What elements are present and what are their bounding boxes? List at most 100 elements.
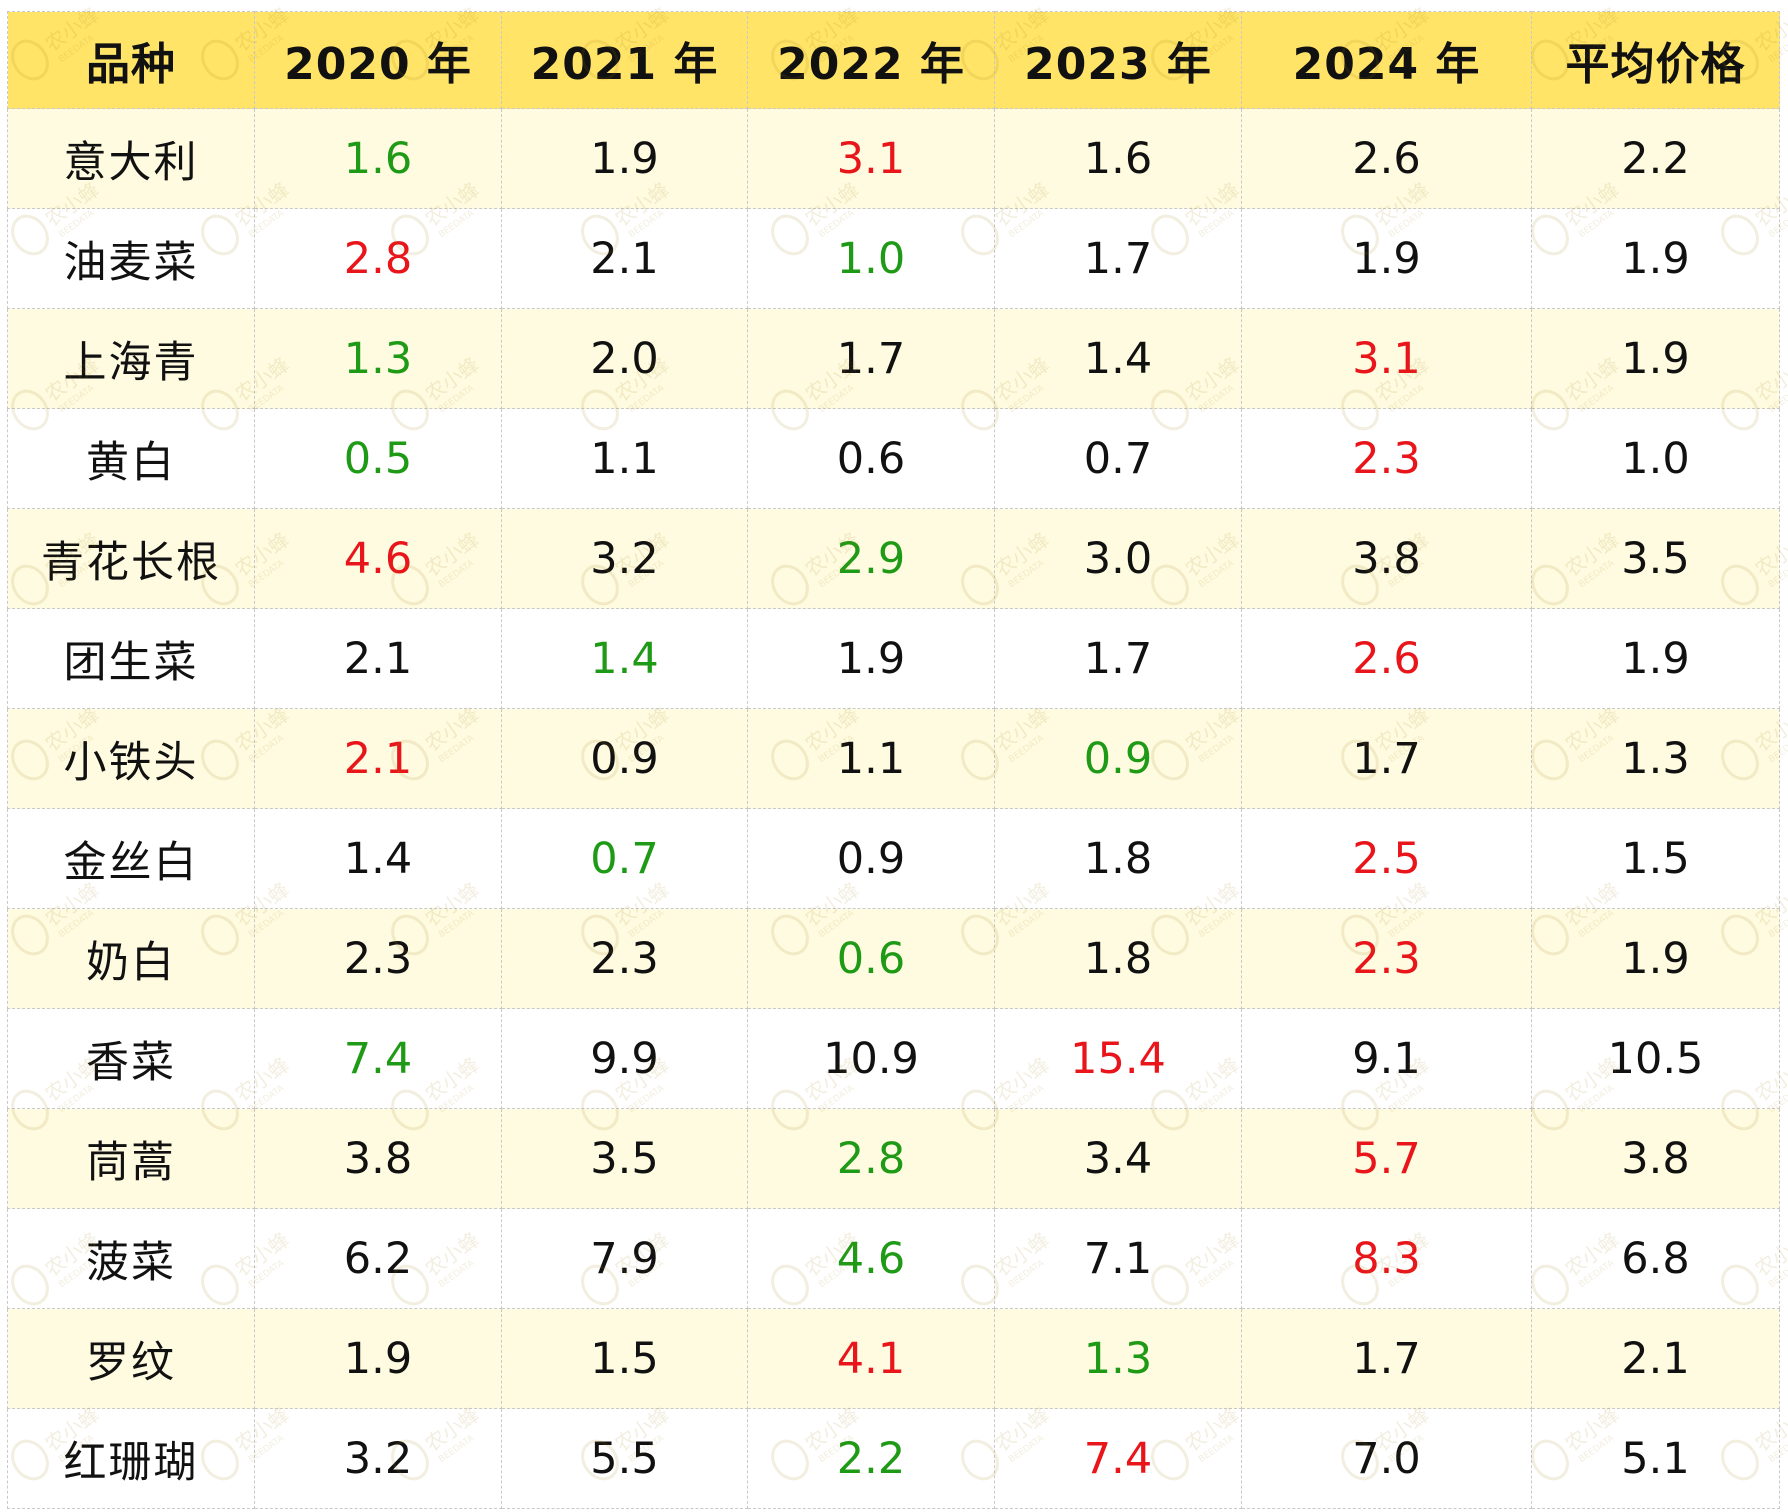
cell-2020[interactable]: 1.4 [254,808,502,909]
cell-2024[interactable]: 2.5 [1241,808,1532,909]
cell-variety[interactable]: 青花长根 [7,508,255,609]
header-2020[interactable]: 2020 年 [254,11,502,109]
cell-average-price[interactable]: 10.5 [1531,1008,1780,1109]
cell-2022[interactable]: 4.1 [747,1308,995,1409]
header-average-price[interactable]: 平均价格 [1531,11,1780,109]
cell-average-price[interactable]: 6.8 [1531,1208,1780,1309]
cell-2024[interactable]: 5.7 [1241,1108,1532,1209]
cell-average-price[interactable]: 2.2 [1531,108,1780,209]
cell-2020[interactable]: 6.2 [254,1208,502,1309]
cell-variety[interactable]: 香菜 [7,1008,255,1109]
cell-2021[interactable]: 5.5 [501,1408,748,1509]
cell-variety[interactable]: 红珊瑚 [7,1408,255,1509]
cell-average-price[interactable]: 5.1 [1531,1408,1780,1509]
cell-2021[interactable]: 9.9 [501,1008,748,1109]
cell-2021[interactable]: 1.1 [501,408,748,509]
cell-variety[interactable]: 油麦菜 [7,208,255,309]
cell-2021[interactable]: 0.7 [501,808,748,909]
cell-2020[interactable]: 1.6 [254,108,502,209]
cell-variety[interactable]: 意大利 [7,108,255,209]
cell-2023[interactable]: 3.0 [994,508,1242,609]
cell-average-price[interactable]: 1.3 [1531,708,1780,809]
cell-2024[interactable]: 1.9 [1241,208,1532,309]
cell-2021[interactable]: 2.1 [501,208,748,309]
cell-2020[interactable]: 2.8 [254,208,502,309]
cell-variety[interactable]: 菠菜 [7,1208,255,1309]
cell-2021[interactable]: 3.2 [501,508,748,609]
cell-2023[interactable]: 0.9 [994,708,1242,809]
cell-2024[interactable]: 3.8 [1241,508,1532,609]
cell-variety[interactable]: 金丝白 [7,808,255,909]
header-2022[interactable]: 2022 年 [747,11,995,109]
cell-2022[interactable]: 2.8 [747,1108,995,1209]
cell-variety[interactable]: 奶白 [7,908,255,1009]
cell-average-price[interactable]: 1.9 [1531,608,1780,709]
cell-2023[interactable]: 7.4 [994,1408,1242,1509]
cell-2023[interactable]: 7.1 [994,1208,1242,1309]
cell-average-price[interactable]: 1.0 [1531,408,1780,509]
cell-2020[interactable]: 2.1 [254,708,502,809]
cell-2020[interactable]: 7.4 [254,1008,502,1109]
cell-2021[interactable]: 0.9 [501,708,748,809]
cell-2021[interactable]: 2.0 [501,308,748,409]
cell-2022[interactable]: 3.1 [747,108,995,209]
cell-2020[interactable]: 1.3 [254,308,502,409]
cell-variety[interactable]: 茼蒿 [7,1108,255,1209]
cell-2022[interactable]: 1.0 [747,208,995,309]
cell-2020[interactable]: 1.9 [254,1308,502,1409]
cell-2024[interactable]: 2.3 [1241,408,1532,509]
cell-2021[interactable]: 1.9 [501,108,748,209]
cell-variety[interactable]: 上海青 [7,308,255,409]
cell-2023[interactable]: 1.8 [994,908,1242,1009]
cell-variety[interactable]: 小铁头 [7,708,255,809]
cell-2020[interactable]: 3.2 [254,1408,502,1509]
cell-2023[interactable]: 15.4 [994,1008,1242,1109]
cell-2024[interactable]: 3.1 [1241,308,1532,409]
cell-2020[interactable]: 3.8 [254,1108,502,1209]
cell-2020[interactable]: 2.1 [254,608,502,709]
cell-2022[interactable]: 0.9 [747,808,995,909]
cell-2024[interactable]: 8.3 [1241,1208,1532,1309]
cell-2023[interactable]: 1.7 [994,608,1242,709]
cell-2023[interactable]: 1.6 [994,108,1242,209]
cell-2022[interactable]: 1.1 [747,708,995,809]
cell-2022[interactable]: 2.9 [747,508,995,609]
cell-variety[interactable]: 罗纹 [7,1308,255,1409]
cell-2024[interactable]: 1.7 [1241,1308,1532,1409]
cell-2021[interactable]: 7.9 [501,1208,748,1309]
cell-2020[interactable]: 2.3 [254,908,502,1009]
header-variety[interactable]: 品种 [7,11,255,109]
cell-2022[interactable]: 0.6 [747,408,995,509]
cell-2022[interactable]: 1.9 [747,608,995,709]
cell-2023[interactable]: 1.3 [994,1308,1242,1409]
cell-2023[interactable]: 1.7 [994,208,1242,309]
cell-2024[interactable]: 7.0 [1241,1408,1532,1509]
cell-2020[interactable]: 0.5 [254,408,502,509]
cell-2022[interactable]: 10.9 [747,1008,995,1109]
cell-2024[interactable]: 2.6 [1241,108,1532,209]
cell-2024[interactable]: 1.7 [1241,708,1532,809]
cell-average-price[interactable]: 1.9 [1531,208,1780,309]
cell-variety[interactable]: 黄白 [7,408,255,509]
cell-average-price[interactable]: 1.9 [1531,308,1780,409]
header-2023[interactable]: 2023 年 [994,11,1242,109]
cell-2020[interactable]: 4.6 [254,508,502,609]
cell-average-price[interactable]: 3.5 [1531,508,1780,609]
cell-average-price[interactable]: 1.9 [1531,908,1780,1009]
cell-2021[interactable]: 1.4 [501,608,748,709]
cell-2023[interactable]: 1.4 [994,308,1242,409]
header-2024[interactable]: 2024 年 [1241,11,1532,109]
cell-2023[interactable]: 1.8 [994,808,1242,909]
header-2021[interactable]: 2021 年 [501,11,748,109]
cell-2022[interactable]: 2.2 [747,1408,995,1509]
cell-2022[interactable]: 4.6 [747,1208,995,1309]
cell-2023[interactable]: 3.4 [994,1108,1242,1209]
cell-2021[interactable]: 3.5 [501,1108,748,1209]
cell-2022[interactable]: 0.6 [747,908,995,1009]
cell-2024[interactable]: 2.6 [1241,608,1532,709]
cell-2023[interactable]: 0.7 [994,408,1242,509]
cell-2021[interactable]: 2.3 [501,908,748,1009]
cell-2024[interactable]: 9.1 [1241,1008,1532,1109]
cell-average-price[interactable]: 3.8 [1531,1108,1780,1209]
cell-2021[interactable]: 1.5 [501,1308,748,1409]
